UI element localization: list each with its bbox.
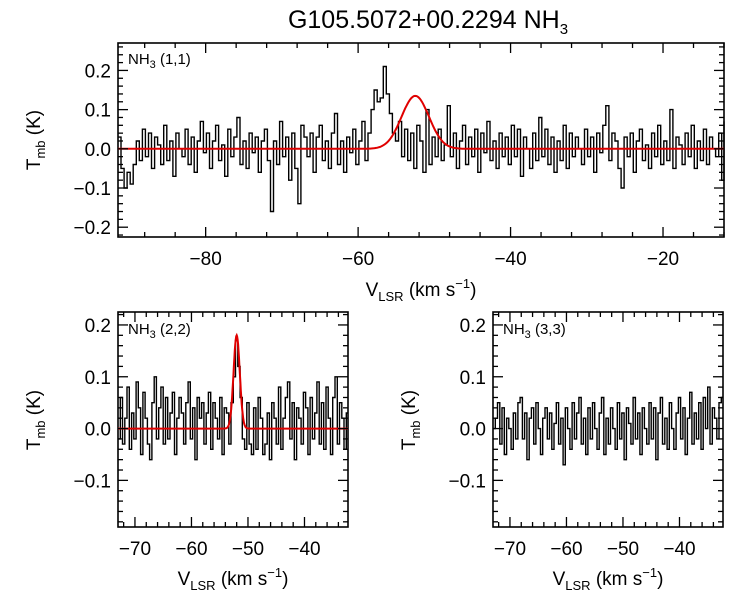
x-tick-label: −60 — [342, 249, 374, 270]
x-tick-label: −60 — [175, 539, 207, 560]
y-tick-label: 0.1 — [85, 368, 111, 389]
x-tick-label: −40 — [663, 539, 695, 560]
y-axis-label: Tmb (K) — [399, 390, 423, 450]
y-axis-label: Tmb (K) — [24, 110, 48, 170]
x-tick-label: −40 — [494, 249, 526, 270]
spectrum-line — [493, 386, 723, 466]
line-label: NH3 (1,1) — [128, 51, 191, 71]
line-label: NH3 (3,3) — [503, 321, 566, 341]
x-tick-label: −70 — [119, 539, 151, 560]
panel-nh3-22: −70 −60 −50 −40 0.2 0.1 0.0 −0.1 NH3 (2,2) VLSR… — [24, 311, 349, 593]
plot-frame — [492, 311, 724, 528]
x-tick-label: −40 — [288, 539, 320, 560]
y-tick-label: −0.1 — [448, 471, 486, 492]
y-axis-label: Tmb (K) — [24, 390, 48, 450]
x-axis-label: VLSR (km s−1) — [553, 565, 664, 593]
y-tick-label: 0.1 — [85, 101, 111, 122]
y-tick-label: −0.1 — [73, 471, 111, 492]
y-tick-label: −0.2 — [73, 218, 111, 239]
x-tick-label: −70 — [494, 539, 526, 560]
x-tick-label: −60 — [550, 539, 582, 560]
line-label: NH3 (2,2) — [128, 321, 191, 341]
x-tick-label: −80 — [190, 249, 222, 270]
y-tick-label: −0.1 — [73, 179, 111, 200]
gaussian-fit-line — [118, 332, 348, 430]
y-tick-label: 0.0 — [460, 420, 486, 441]
y-tick-label: 0.0 — [85, 420, 111, 441]
y-tick-label: 0.1 — [460, 368, 486, 389]
x-tick-label: −50 — [232, 539, 264, 560]
y-tick-label: 0.0 — [85, 140, 111, 161]
x-tick-label: −50 — [607, 539, 639, 560]
plot-frame — [117, 311, 349, 528]
y-tick-label: 0.2 — [460, 316, 486, 337]
x-axis-label: VLSR (km s−1) — [366, 276, 477, 304]
y-tick-label: 0.2 — [85, 316, 111, 337]
x-axis-label: VLSR (km s−1) — [178, 565, 289, 593]
x-tick-label: −20 — [647, 249, 679, 270]
y-tick-label: 0.2 — [85, 61, 111, 82]
spectrum-line — [118, 65, 725, 213]
panel-nh3-33: −70 −60 −50 −40 0.2 0.1 0.0 −0.1 NH3 (3,3) VLSR… — [399, 311, 724, 593]
figure-title: G105.5072+00.2294 NH3 — [288, 6, 568, 38]
spectrum-line — [118, 339, 348, 461]
panel-nh3-11: −80 −60 −40 −200.20.10.0−0.1−0.2 NH3 (1,1) … — [24, 42, 725, 304]
gaussian-fit-line — [118, 94, 724, 150]
